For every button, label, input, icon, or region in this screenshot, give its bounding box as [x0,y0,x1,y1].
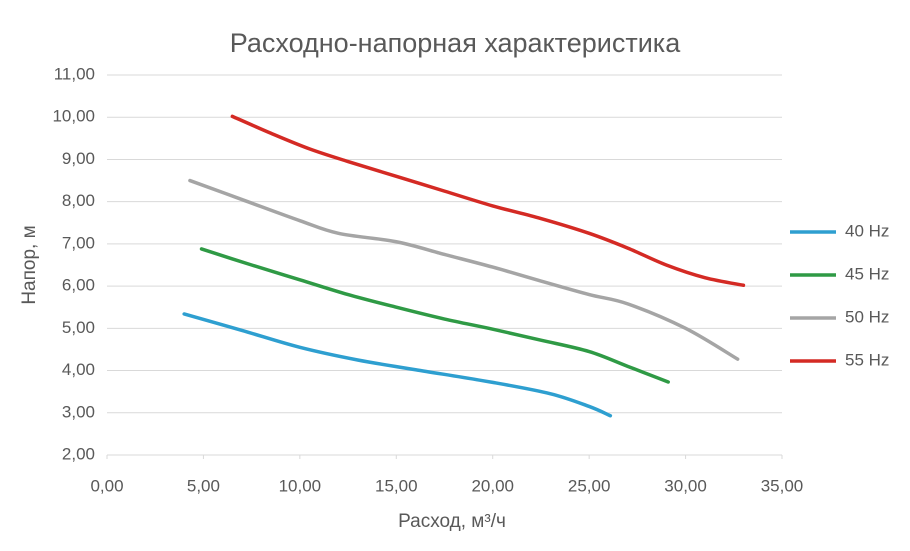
y-tick-label: 10,00 [52,107,95,126]
legend-label: 40 Hz [845,221,889,240]
y-tick-label: 5,00 [62,318,95,337]
legend-label: 55 Hz [845,350,889,369]
legend-label: 45 Hz [845,264,889,283]
x-axis-title: Расход, м³/ч [398,511,506,532]
chart-title: Расходно-напорная характеристика [230,28,681,58]
legend-label: 50 Hz [845,307,889,326]
x-tick-label: 10,00 [279,476,322,495]
x-tick-label: 5,00 [187,476,220,495]
x-tick-label: 25,00 [568,476,611,495]
y-axis-title: Напор, м [19,225,40,304]
y-tick-label: 8,00 [62,191,95,210]
y-tick-label: 7,00 [62,233,95,252]
y-tick-label: 9,00 [62,149,95,168]
y-tick-label: 3,00 [62,402,95,421]
y-tick-label: 11,00 [54,64,95,83]
x-tick-label: 15,00 [375,476,418,495]
x-tick-label: 30,00 [664,476,707,495]
y-tick-label: 6,00 [62,276,95,295]
series-line [199,247,670,384]
y-tick-label: 2,00 [62,444,95,463]
y-tick-label: 4,00 [62,360,95,379]
x-tick-label: 35,00 [761,476,804,495]
series-line [230,114,746,288]
x-tick-label: 0,00 [90,476,123,495]
series-line [188,178,740,361]
series-line [182,312,613,418]
x-tick-label: 20,00 [471,476,514,495]
